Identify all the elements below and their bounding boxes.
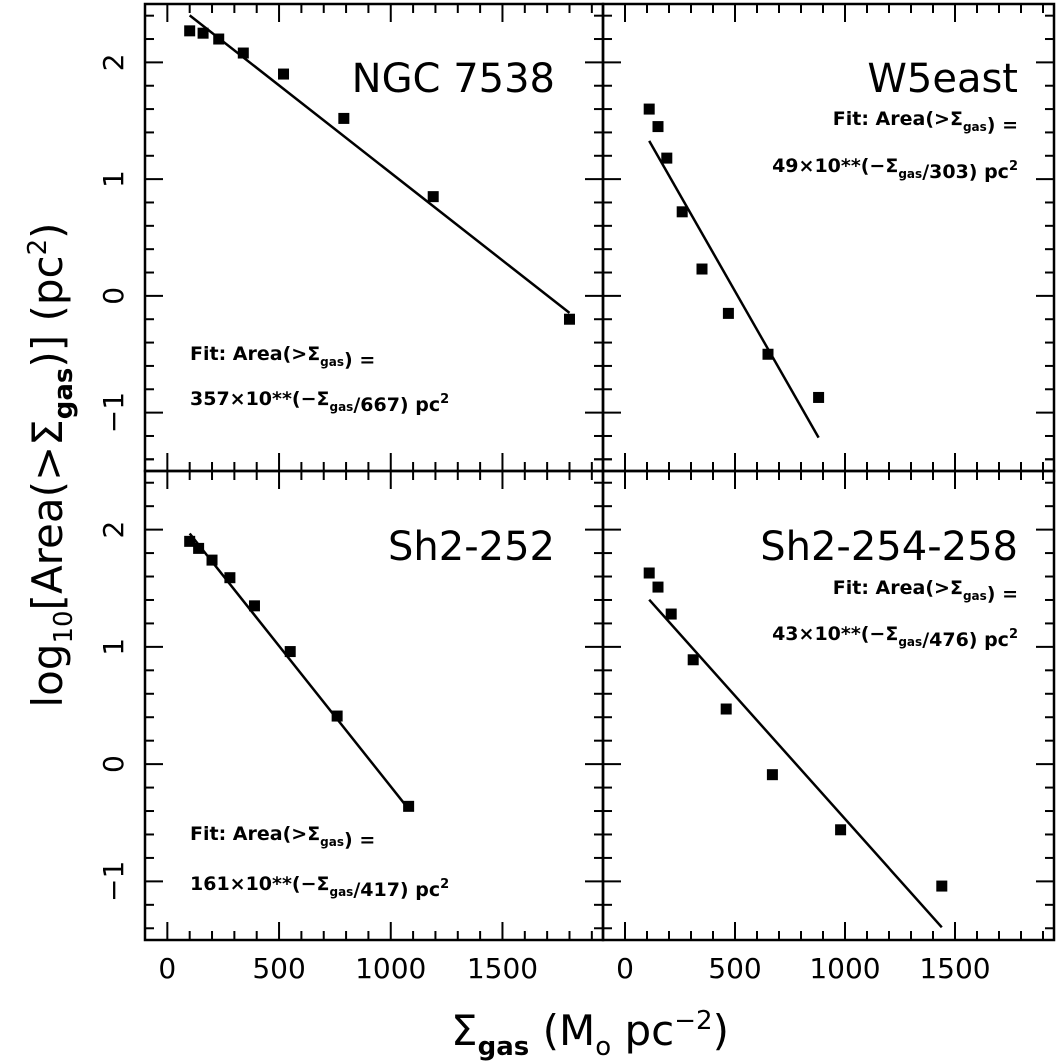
data-point — [338, 112, 350, 124]
data-point — [762, 348, 774, 360]
panel-title: Sh2-254-258 — [760, 524, 1018, 570]
y-axis-label-close: )] (pc — [23, 255, 72, 367]
fit-label-line1: Fit: Area(>Σgas) = — [833, 577, 1018, 605]
data-point — [284, 646, 296, 658]
data-point — [720, 703, 732, 715]
y-tick-label: 0 — [97, 287, 130, 305]
fit-label-line1: Fit: Area(>Σgas) = — [190, 823, 375, 851]
data-point — [696, 263, 708, 275]
x-tick-label: 0 — [158, 952, 176, 985]
y-tick-label: 1 — [97, 638, 130, 656]
fit-label-line2: 43×10**(−Σgas/476) pc2 — [772, 623, 1018, 651]
panel-title: W5east — [867, 56, 1018, 102]
x-axis-label-o: o — [595, 1032, 611, 1061]
data-point — [331, 710, 343, 722]
fit-label-line2: 49×10**(−Σgas/303) pc2 — [772, 155, 1018, 183]
y-tick-label: −1 — [97, 392, 130, 433]
data-point — [184, 25, 196, 37]
x-tick-label: 1000 — [809, 952, 880, 985]
data-point — [687, 654, 699, 666]
fit-line — [188, 14, 571, 314]
y-tick-label: 2 — [97, 53, 130, 71]
data-point — [835, 824, 847, 836]
x-axis-label-symbol: Σ — [451, 1006, 478, 1055]
y-axis-label-gas-sub: gas — [49, 368, 79, 420]
data-point — [427, 191, 439, 203]
y-axis-label-exp: 2 — [23, 239, 53, 256]
data-point — [652, 121, 664, 133]
y-tick-label: 0 — [97, 755, 130, 773]
fit-label-line1: Fit: Area(>Σgas) = — [833, 108, 1018, 136]
chart-panel-1: 2 1 0 −1 NGC 7538 Fit: Area(>Σgas) = 357×10**(… — [97, 2, 605, 473]
data-point — [665, 608, 677, 620]
y-tick-label: 1 — [97, 170, 130, 188]
data-point — [213, 33, 225, 45]
y-tick-label: −1 — [97, 861, 130, 902]
x-axis-label-paren: (M — [529, 1006, 595, 1055]
fit-line — [648, 140, 820, 439]
chart-panel-2: W5east Fit: Area(>Σgas) = 49×10**(−Σgas/30… — [601, 2, 1056, 473]
y-axis-label-log: log — [23, 644, 72, 708]
data-point — [403, 800, 415, 812]
panel-frame — [601, 469, 1056, 942]
data-point — [676, 206, 688, 218]
data-point — [193, 542, 205, 554]
data-point — [197, 27, 209, 39]
y-axis-label-log-sub: 10 — [49, 610, 79, 643]
data-point — [237, 47, 249, 59]
x-axis-label-exp: −2 — [674, 1006, 712, 1036]
x-axis-label-sub: gas — [478, 1032, 530, 1061]
data-point — [936, 880, 948, 892]
data-point — [643, 103, 655, 115]
data-point — [248, 600, 260, 612]
y-axis-label: log10[Area(>Σgas)] (pc2) — [23, 222, 79, 707]
x-tick-label: 1000 — [355, 952, 426, 985]
data-point — [563, 313, 575, 325]
chart-panel-3: 2 1 0 −1 0 500 1000 1500 Sh2-252 Fit: Area(>Σgas)… — [97, 458, 605, 985]
panel-title: Sh2-252 — [388, 524, 555, 570]
fit-line — [188, 532, 410, 810]
fit-label-line2: 161×10**(−Σgas/417) pc2 — [190, 873, 449, 901]
data-point — [643, 567, 655, 579]
data-point — [278, 68, 290, 80]
data-point — [206, 554, 218, 566]
x-tick-label: 500 — [708, 952, 761, 985]
fit-label-line1: Fit: Area(>Σgas) = — [190, 343, 375, 371]
data-point — [652, 581, 664, 593]
panel-title: NGC 7538 — [352, 56, 555, 102]
data-point — [184, 535, 196, 547]
data-point — [722, 307, 734, 319]
fit-label-line2: 357×10**(−Σgas/667) pc2 — [190, 388, 449, 416]
x-axis-label-unit: pc — [611, 1006, 674, 1055]
x-tick-label: 1500 — [919, 952, 990, 985]
data-point — [224, 572, 236, 584]
x-tick-label: 0 — [616, 952, 634, 985]
x-tick-label: 500 — [252, 952, 305, 985]
data-point — [766, 769, 778, 781]
x-axis-label: Σgas (Mo pc−2) — [451, 1006, 729, 1061]
y-axis-label-end: ) — [23, 222, 72, 238]
y-tick-label: 2 — [97, 521, 130, 539]
data-point — [661, 152, 673, 164]
x-tick-label: 1500 — [467, 952, 538, 985]
data-point — [813, 391, 825, 403]
y-axis-label-body: [Area(>Σ — [23, 419, 72, 610]
chart-panel-4: 0 500 1000 1500 Sh2-254-258 Fit: Area(>Σgas) … — [601, 458, 1056, 985]
x-axis-label-close: ) — [713, 1006, 729, 1055]
